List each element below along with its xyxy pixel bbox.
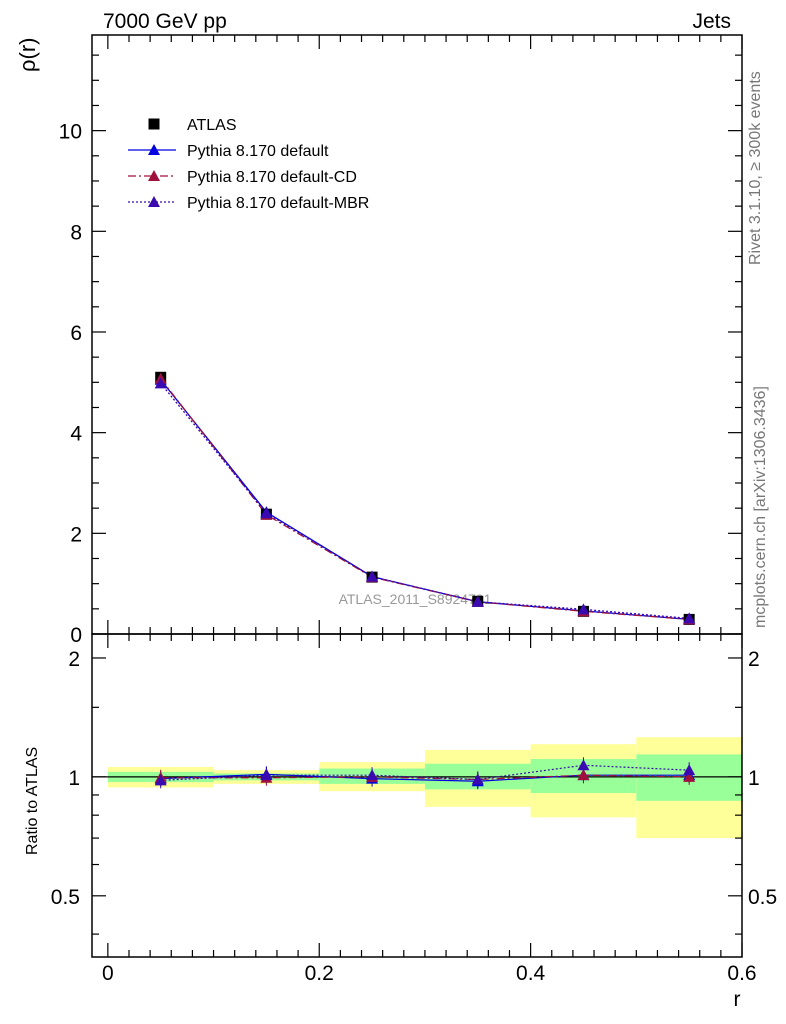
legend-label: ATLAS [187, 117, 237, 134]
xtick-label: 0 [102, 962, 114, 985]
main-ytick-label: 2 [70, 523, 82, 546]
ratio-ytick-label-right: 1 [748, 767, 760, 790]
ratio-ytick-label-right: 0.5 [748, 886, 777, 909]
main-series-line [160, 382, 690, 620]
legend-marker [148, 196, 160, 207]
ratio-ytick-label-right: 2 [748, 648, 760, 671]
main-ytick-label: 10 [59, 121, 82, 144]
main-ytick-label: 4 [70, 423, 82, 446]
ratio-point [260, 769, 273, 781]
ratio-series-line [160, 773, 690, 782]
ratio-ytick-label: 1 [68, 767, 80, 790]
mc-point [577, 603, 590, 615]
mc-point [154, 377, 167, 389]
x-axis-label: r [734, 988, 741, 1011]
ratio-point [154, 774, 167, 786]
main-ytick-label: 8 [70, 221, 82, 244]
legend-marker [148, 118, 160, 130]
header-left: 7000 GeV pp [103, 10, 227, 33]
main-ytick-label: 6 [70, 322, 82, 345]
source-label: mcplots.cern.ch [arXiv:1306.3436] [752, 386, 769, 628]
ratio-ylabel: Ratio to ATLAS [24, 747, 41, 855]
legend-marker [148, 170, 160, 181]
header-right: Jets [692, 10, 731, 33]
legend-label: Pythia 8.170 default-MBR [187, 195, 369, 212]
mc-point [683, 612, 696, 624]
xtick-label: 0.2 [305, 962, 334, 985]
ratio-ytick-label: 0.5 [51, 886, 80, 909]
mc-point [471, 595, 484, 607]
rivet-label: Rivet 3.1.10, ≥ 300k events [747, 71, 764, 265]
xtick-label: 0.6 [727, 962, 756, 985]
ratio-point [366, 769, 379, 781]
ratio-series-line [160, 764, 690, 781]
legend-label: Pythia 8.170 default [187, 143, 329, 160]
xtick-label: 0.4 [516, 962, 546, 985]
main-ylabel: ρ(r) [15, 38, 40, 73]
ratio-point [471, 773, 484, 785]
main-series-line [160, 379, 690, 621]
ratio-point [683, 764, 696, 776]
analysis-watermark: ATLAS_2011_S8924791 [339, 591, 492, 607]
main-ytick-label: 0 [70, 624, 82, 647]
mc-point [366, 570, 379, 582]
legend: ATLAS Pythia 8.170 default Pythia 8.170 de… [128, 117, 369, 212]
main-series-line [160, 378, 690, 621]
legend-label: Pythia 8.170 default-CD [187, 169, 357, 186]
ratio-point [683, 770, 696, 782]
ratio-point [577, 759, 590, 771]
ratio-ytick-label: 2 [68, 648, 80, 671]
ratio-point [577, 769, 590, 781]
legend-marker [148, 144, 160, 155]
mc-point [260, 507, 273, 519]
